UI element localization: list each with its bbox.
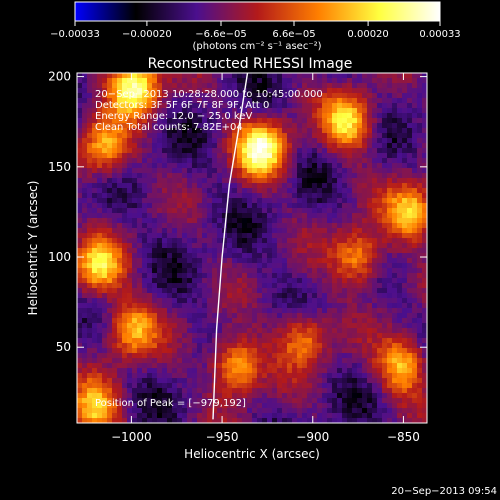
y-tick-label: 150 xyxy=(48,160,71,174)
x-axis-label: Heliocentric X (arcsec) xyxy=(184,447,320,461)
colorbar-tick-label: 0.00033 xyxy=(419,29,460,40)
x-tick-label: −950 xyxy=(206,430,239,444)
annotation-detectors: Detectors: 3F 5F 6F 7F 8F 9F, Att 0 xyxy=(95,100,269,111)
y-axis-label: Heliocentric Y (arcsec) xyxy=(26,181,40,316)
heatmap-image xyxy=(77,73,427,423)
x-tick-label: −1000 xyxy=(111,430,152,444)
colorbar-tick-label: −0.00033 xyxy=(50,29,100,40)
x-tick-label: −850 xyxy=(387,430,420,444)
colorbar: −0.00033 −0.00020 −6.6e−05 6.6e−05 0.00020 0.… xyxy=(50,1,461,52)
y-tick-label: 200 xyxy=(48,70,71,84)
annotation-block: 20−Sep−2013 10:28:28.000 to 10:45:00.000… xyxy=(95,89,323,133)
solar-limb-line xyxy=(212,72,249,420)
footer-timestamp: 20−Sep−2013 09:54 xyxy=(391,486,497,497)
plot-area: −1000 −950 −900 −850 50 100 150 200 20−Sep−201… xyxy=(48,70,428,444)
colorbar-tick-label: 6.6e−05 xyxy=(272,29,315,40)
annotation-time: 20−Sep−2013 10:28:28.000 to 10:45:00.000 xyxy=(95,89,323,100)
colorbar-ticks: −0.00033 −0.00020 −6.6e−05 6.6e−05 0.00020 0.… xyxy=(50,21,461,40)
colorbar-tick-label: −0.00020 xyxy=(122,29,172,40)
chart-title: Reconstructed RHESSI Image xyxy=(148,56,353,72)
x-tick-label: −900 xyxy=(296,430,329,444)
y-axis-ticks: 50 100 150 200 xyxy=(48,70,427,354)
colorbar-tick-label: −6.6e−05 xyxy=(195,29,247,40)
colorbar-units: (photons cm⁻² s⁻¹ asec⁻²) xyxy=(192,41,321,52)
annotation-clean: Clean Total counts: 7.82E+04 xyxy=(95,122,243,133)
peak-position-label: Position of Peak = [−979,192] xyxy=(95,398,246,409)
y-tick-label: 100 xyxy=(48,250,71,264)
y-tick-label: 50 xyxy=(56,340,71,354)
annotation-energy: Energy Range: 12.0 − 25.0 keV xyxy=(95,111,252,122)
x-axis-ticks: −1000 −950 −900 −850 xyxy=(111,73,420,444)
plot-frame xyxy=(76,72,428,424)
colorbar-tick-label: 0.00020 xyxy=(347,29,388,40)
colorbar-gradient xyxy=(74,1,441,22)
